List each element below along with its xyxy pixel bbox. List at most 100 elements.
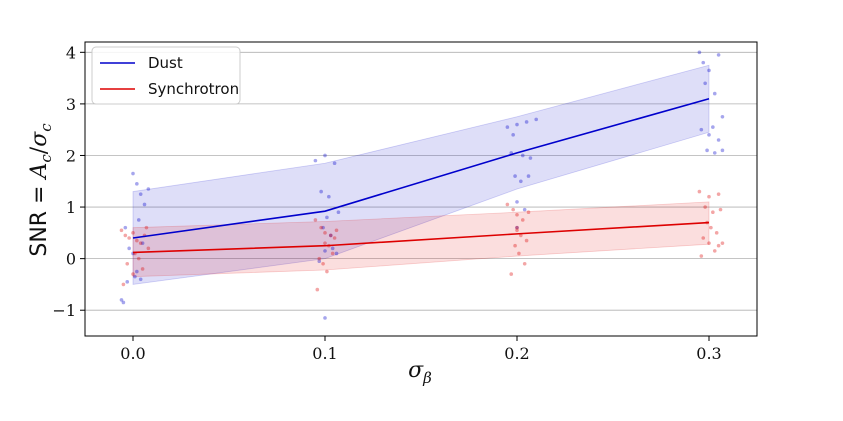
y-tick-label: 1 <box>66 198 76 217</box>
y-axis-label-num-sub: c <box>37 154 55 163</box>
legend-label-synchrotron: Synchrotron <box>148 80 239 98</box>
dust-scatter-point <box>505 125 510 129</box>
synchrotron-scatter-point <box>325 269 329 274</box>
synchrotron-scatter-point <box>323 231 327 235</box>
dust-scatter-point <box>328 233 333 238</box>
synchrotron-scatter-point <box>513 243 517 248</box>
dust-scatter-point <box>336 210 341 215</box>
y-tick-label: 3 <box>66 95 76 114</box>
y-tick-label: 4 <box>66 43 76 62</box>
dust-scatter-point <box>323 249 327 253</box>
synchrotron-scatter-point <box>515 225 519 230</box>
synchrotron-scatter-point <box>121 282 126 287</box>
synchrotron-scatter-point <box>711 210 715 215</box>
dust-scatter-point <box>330 246 335 251</box>
synchrotron-scatter-point <box>334 228 339 233</box>
synchrotron-scatter-point <box>701 236 706 240</box>
synchrotron-scatter-point <box>720 241 725 245</box>
dust-scatter-point <box>513 174 517 178</box>
dust-scatter-point <box>524 120 529 124</box>
dust-scatter-point <box>705 148 709 153</box>
synchrotron-scatter-point <box>136 256 141 261</box>
dust-scatter-point <box>138 192 143 196</box>
synchrotron-scatter-point <box>125 261 130 266</box>
dust-scatter-point <box>146 187 151 191</box>
synchrotron-scatter-point <box>313 218 318 222</box>
synchrotron-scatter-point <box>709 225 713 230</box>
synchrotron-scatter-point <box>714 231 719 235</box>
plot-frame <box>84 41 758 337</box>
synchrotron-scatter-point <box>127 236 131 240</box>
dust-scatter-point <box>703 81 707 86</box>
synchrotron-scatter-point <box>509 272 514 276</box>
dust-scatter-point <box>707 133 711 137</box>
synchrotron-scatter-point <box>712 249 717 253</box>
y-axis-label-prefix: SNR = <box>27 179 52 257</box>
dust-scatter-point <box>135 182 139 186</box>
dust-scatter-point <box>701 60 706 65</box>
dust-scatter-point <box>321 225 325 230</box>
dust-scatter-point <box>123 225 128 230</box>
dust-scatter-point <box>327 194 331 199</box>
synchrotron-scatter-point <box>321 261 325 266</box>
synchrotron-scatter-point <box>520 218 525 222</box>
x-tick-label: 0.2 <box>504 344 529 363</box>
dust-scatter-point <box>125 280 130 284</box>
y-tick-label: 0 <box>66 250 76 269</box>
dust-scatter-point <box>131 171 135 176</box>
synchrotron-scatter-point <box>699 254 704 258</box>
legend: Dust Synchrotron <box>91 46 241 105</box>
dust-scatter-point <box>522 207 527 212</box>
synchrotron-scatter-point <box>505 202 510 207</box>
synchrotron-scatter-point <box>517 251 521 256</box>
y-axis-label-num: A <box>27 163 52 181</box>
synchrotron-scatter-point <box>522 261 527 266</box>
dust-scatter-point <box>712 91 717 96</box>
dust-scatter-point <box>323 316 327 320</box>
dust-band <box>132 64 710 285</box>
dust-scatter-point <box>712 151 717 155</box>
synchrotron-scatter-point <box>315 287 320 292</box>
x-axis-label: σβ <box>408 358 432 387</box>
dust-scatter-point <box>138 277 143 282</box>
synchrotron-scatter-point <box>707 194 711 199</box>
dust-scatter-point <box>127 246 131 251</box>
synchrotron-scatter-point <box>524 238 529 243</box>
dust-scatter-point <box>133 274 137 279</box>
dust-scatter-point <box>526 174 531 178</box>
synchrotron-scatter-point <box>138 241 143 245</box>
dust-scatter-point <box>142 202 147 207</box>
synchrotron-scatter-point <box>716 243 721 248</box>
x-tick-label: 0.3 <box>696 344 721 363</box>
dust-scatter-point <box>720 148 725 153</box>
dust-scatter-point <box>136 218 141 222</box>
legend-label-dust: Dust <box>148 54 183 72</box>
synchrotron-scatter-point <box>323 241 327 245</box>
synchrotron-scatter-point <box>328 233 333 238</box>
dust-scatter-point <box>121 300 126 305</box>
dust-scatter-point <box>716 53 721 57</box>
dust-scatter-point <box>140 241 145 245</box>
dust-scatter-point <box>515 225 519 230</box>
synchrotron-scatter-point <box>140 267 145 271</box>
dust-scatter-point <box>711 125 715 129</box>
synchrotron-scatter-point <box>707 241 711 245</box>
dust-scatter-point <box>319 189 323 194</box>
synchrotron-scatter-point <box>526 210 531 215</box>
dust-scatter-point <box>519 179 523 184</box>
dust-scatter-point <box>313 158 318 163</box>
synchrotron-scatter-point <box>119 228 124 233</box>
dust-scatter-point <box>323 153 327 158</box>
x-axis-label-main: σ <box>408 358 424 383</box>
dust-scatter-point <box>334 251 339 256</box>
tick-layer: −1 0 1 2 3 4 0.0 0.1 0.2 0.3 <box>52 43 721 363</box>
synchrotron-scatter-point <box>317 256 322 261</box>
dust-scatter-point <box>699 127 704 132</box>
dust-scatter-point <box>515 122 519 127</box>
synchrotron-scatter-point <box>319 225 323 230</box>
synchrotron-scatter-point <box>330 251 335 256</box>
x-tick-label: 0.0 <box>120 344 145 363</box>
synchrotron-scatter-point <box>703 205 707 209</box>
synchrotron-scatter-point <box>515 212 519 217</box>
